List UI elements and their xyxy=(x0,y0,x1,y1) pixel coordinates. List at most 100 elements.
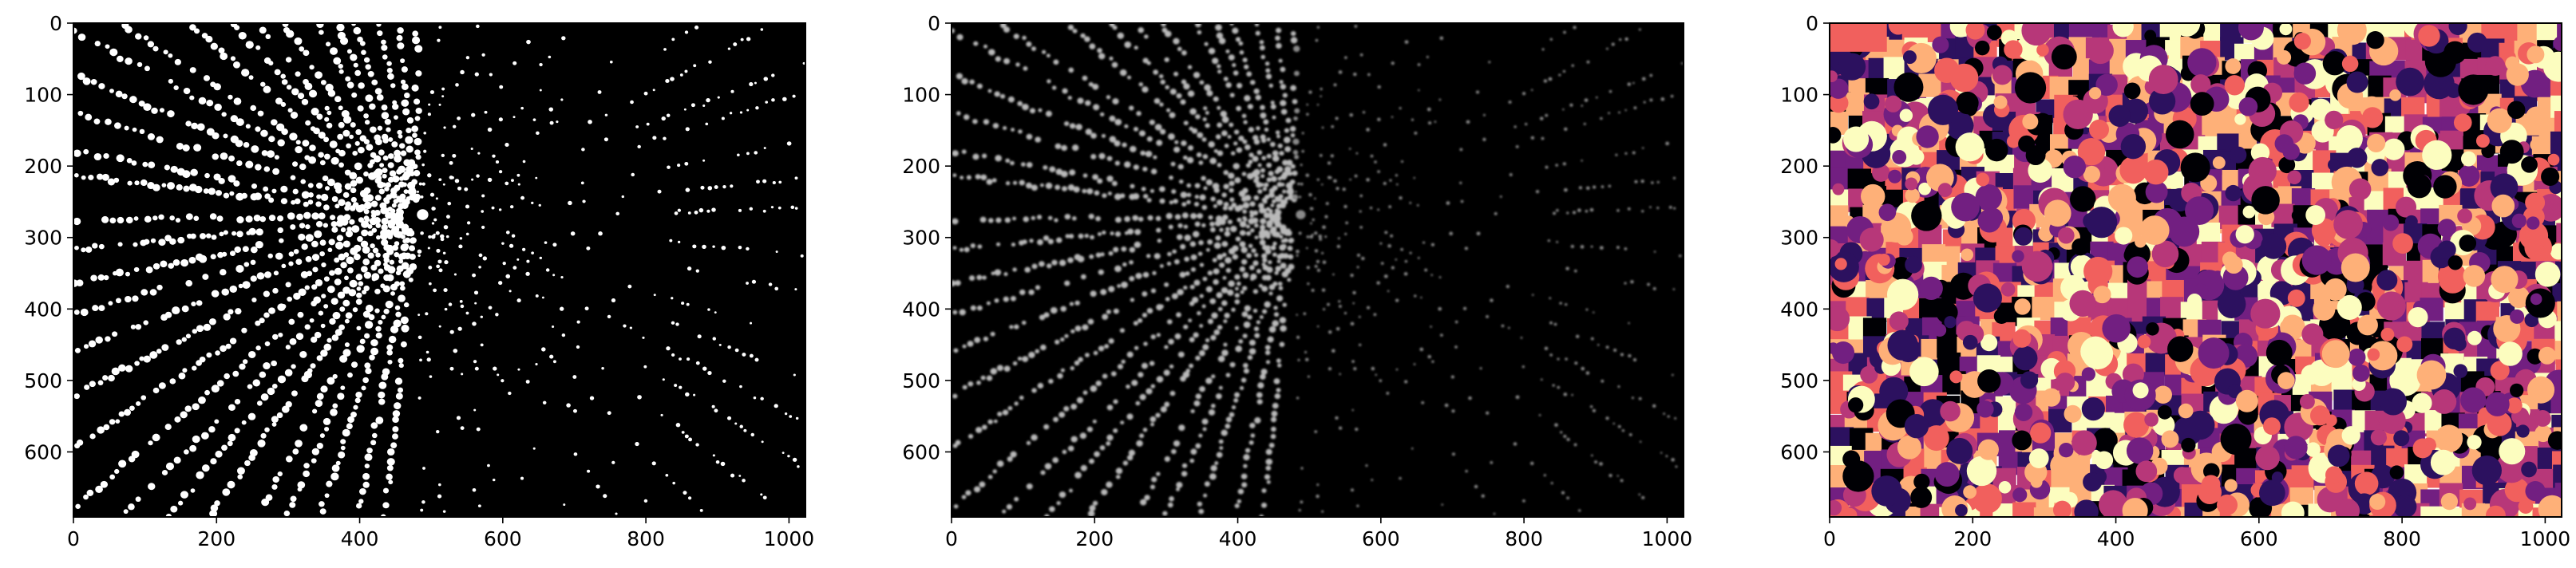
blob xyxy=(1108,338,1114,344)
blob xyxy=(326,110,332,116)
blob xyxy=(394,251,400,258)
blob xyxy=(493,366,497,371)
blob xyxy=(1249,422,1256,428)
blob xyxy=(260,432,267,439)
segment-region xyxy=(2485,392,2510,416)
blob xyxy=(330,156,339,165)
blob xyxy=(1165,297,1170,302)
blob xyxy=(388,479,394,485)
blob xyxy=(1256,149,1263,156)
blob xyxy=(1068,67,1074,73)
blob xyxy=(1180,376,1186,382)
blob xyxy=(1261,286,1268,292)
blob xyxy=(392,426,399,432)
blob xyxy=(340,445,346,451)
blob xyxy=(1002,409,1009,416)
blob xyxy=(1169,390,1176,396)
blob xyxy=(147,182,155,190)
blob xyxy=(692,244,697,249)
segment-region xyxy=(1933,323,1947,337)
blob xyxy=(1601,379,1605,383)
blob xyxy=(1581,105,1584,107)
blob xyxy=(236,216,244,223)
blob xyxy=(394,402,402,410)
blob xyxy=(318,132,326,139)
segment-region xyxy=(2203,463,2220,480)
blob xyxy=(1228,172,1235,179)
blob xyxy=(1097,231,1102,236)
blob xyxy=(1541,136,1545,140)
blob xyxy=(1031,215,1036,220)
blob xyxy=(398,253,406,260)
blob xyxy=(347,372,353,378)
blob xyxy=(1146,198,1152,203)
blob xyxy=(330,408,338,416)
segment-region xyxy=(2309,405,2331,426)
blob xyxy=(210,42,218,50)
blob xyxy=(98,305,105,311)
blob xyxy=(1450,375,1454,379)
blob xyxy=(1138,27,1145,34)
blob xyxy=(1139,393,1146,400)
blob xyxy=(1481,494,1485,498)
blob xyxy=(241,69,250,77)
blob xyxy=(1482,113,1486,116)
blob xyxy=(1628,433,1632,436)
blob xyxy=(297,311,304,318)
blob xyxy=(1252,309,1258,314)
blob xyxy=(223,192,230,199)
blob xyxy=(326,377,335,385)
blob xyxy=(337,133,344,140)
blob xyxy=(1199,80,1205,85)
blob xyxy=(408,245,415,251)
blob xyxy=(281,405,290,413)
blob xyxy=(82,77,91,85)
blob xyxy=(304,324,311,330)
blob xyxy=(1515,145,1519,148)
blob xyxy=(990,331,995,337)
blob xyxy=(1186,156,1194,164)
blob xyxy=(1234,177,1241,183)
blob xyxy=(295,258,303,265)
blob xyxy=(174,416,181,423)
blob xyxy=(1047,79,1051,84)
blob xyxy=(520,195,525,200)
blob xyxy=(1641,210,1644,213)
segment-region xyxy=(2448,23,2467,36)
blob xyxy=(297,481,306,489)
blob xyxy=(1164,401,1170,408)
blob xyxy=(1352,302,1355,305)
blob xyxy=(542,400,547,404)
segment-region xyxy=(1830,70,1838,83)
blob xyxy=(561,36,566,41)
blob xyxy=(144,65,150,72)
blob xyxy=(1565,266,1569,270)
blob xyxy=(1195,443,1201,449)
blob xyxy=(428,282,432,286)
blob xyxy=(1246,71,1252,77)
blob xyxy=(1163,369,1170,377)
segment-region xyxy=(1830,78,1849,99)
blob xyxy=(1043,424,1050,430)
blob xyxy=(438,268,443,273)
blob xyxy=(1168,133,1175,140)
blob xyxy=(995,242,1001,247)
blob xyxy=(1395,174,1399,177)
blob xyxy=(353,26,362,35)
blob xyxy=(378,268,384,274)
y-tick-label: 400 xyxy=(24,298,62,321)
blob xyxy=(1345,221,1348,225)
blob xyxy=(1127,75,1132,80)
blob xyxy=(339,355,348,363)
blob xyxy=(200,432,209,440)
blob xyxy=(339,306,346,312)
blob xyxy=(1229,122,1234,128)
blob xyxy=(544,241,548,244)
blob xyxy=(1150,422,1155,427)
blob xyxy=(1404,259,1408,263)
blob xyxy=(642,336,645,339)
blob xyxy=(1221,300,1228,306)
blob xyxy=(1371,366,1375,371)
segment-region xyxy=(2416,360,2447,390)
blob xyxy=(281,263,287,269)
